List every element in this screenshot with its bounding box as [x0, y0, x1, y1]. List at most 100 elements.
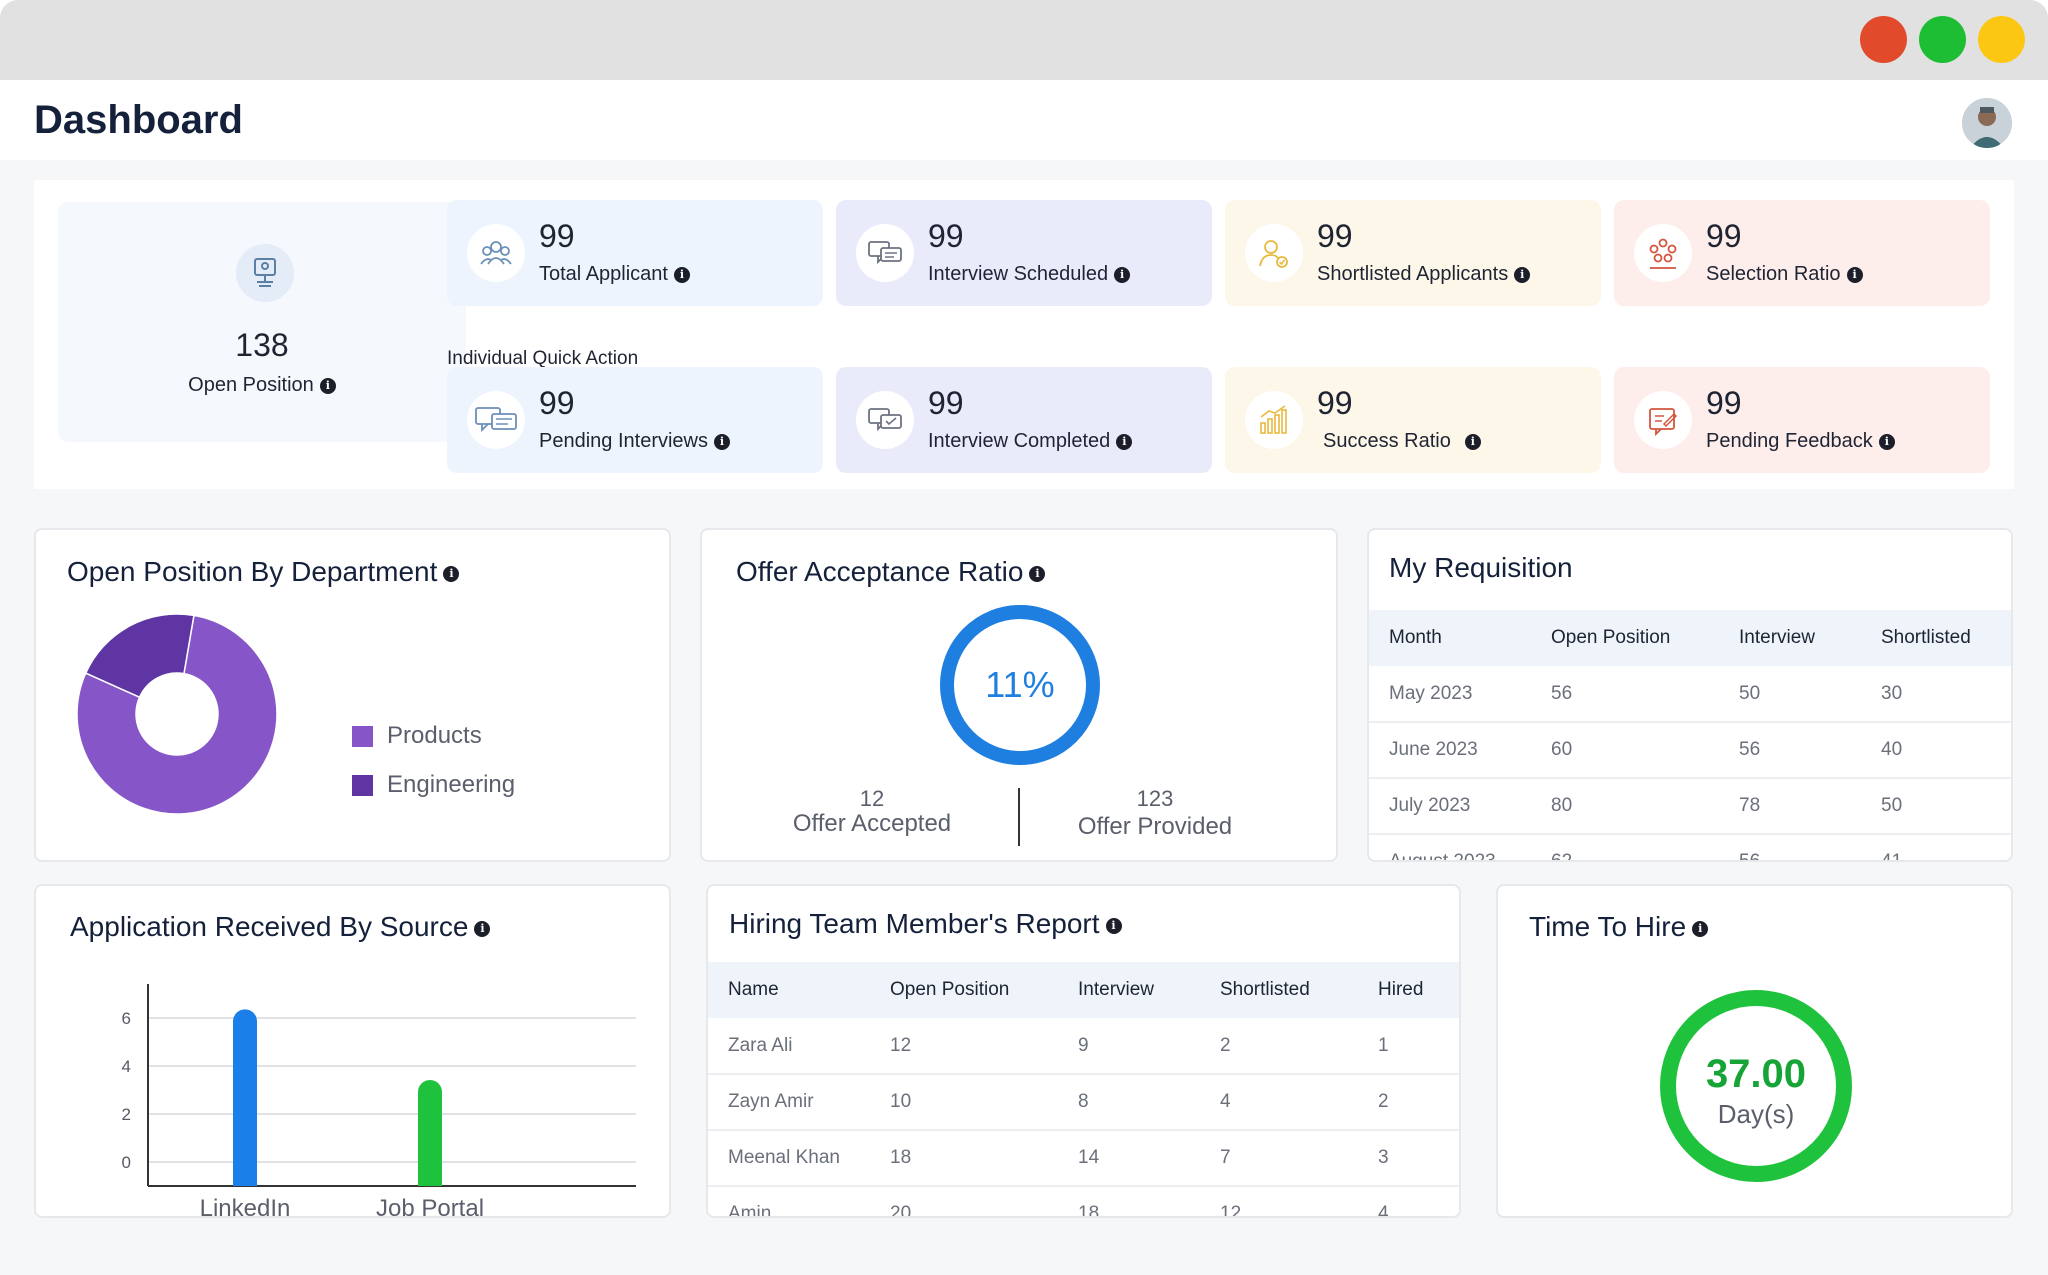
cell: Zayn Amir	[708, 1074, 870, 1131]
table-row[interactable]: Zara Ali 12 9 2 1	[708, 1018, 1459, 1075]
time-to-hire-unit: Day(s)	[1718, 1099, 1795, 1129]
stat-card-interview-completed[interactable]: 99 Interview Completed i	[836, 367, 1212, 473]
source-card: Application Received By Source i 6 4 2 0 Link…	[34, 884, 671, 1218]
department-donut-chart	[76, 613, 278, 815]
table-row[interactable]: Amin 20 18 12 4	[708, 1186, 1459, 1216]
stat-value: 99	[1706, 218, 1742, 254]
ring-inner	[1678, 1008, 1834, 1164]
pie-slice-products[interactable]	[76, 614, 278, 815]
table-row[interactable]: May 2023 56 50 30	[1369, 666, 2011, 723]
info-icon[interactable]: i	[1029, 565, 1046, 582]
info-icon[interactable]: i	[1105, 917, 1122, 934]
stat-card-pending-feedback[interactable]: 99 Pending Feedback i	[1614, 367, 1990, 473]
card-title: Hiring Team Member's Report	[729, 908, 1100, 939]
info-icon[interactable]: i	[1116, 433, 1133, 450]
offer-title-row: Offer Acceptance Ratio i	[736, 556, 1046, 588]
cell: 7	[1200, 1130, 1358, 1187]
stat-value: 99	[539, 218, 575, 254]
info-icon[interactable]: i	[1846, 266, 1863, 283]
user-avatar[interactable]	[1962, 98, 2012, 148]
cell: 20	[870, 1186, 1058, 1216]
info-icon[interactable]: i	[1114, 266, 1131, 283]
offer-percent: 11%	[985, 664, 1054, 705]
stat-label: Pending Feedback	[1706, 430, 1873, 452]
table-row[interactable]: Meenal Khan 18 14 7 3	[708, 1130, 1459, 1187]
cell: 14	[1058, 1130, 1200, 1187]
maximize-window-button[interactable]	[1919, 16, 1966, 63]
info-icon[interactable]: i	[443, 565, 460, 582]
stat-label: Interview Scheduled	[928, 263, 1109, 285]
table-row[interactable]: August 2023 62 56 41	[1369, 834, 2011, 860]
info-icon[interactable]: i	[1464, 433, 1481, 450]
column-header[interactable]: Open Position	[870, 962, 1058, 1018]
ring-outer	[1660, 990, 1852, 1182]
column-header[interactable]: Name	[708, 962, 870, 1018]
cell: 18	[1058, 1186, 1200, 1216]
stat-label-row: Selection Ratio i	[1706, 263, 1863, 286]
bar-job-portal[interactable]	[418, 1080, 442, 1186]
table-row[interactable]: July 2023 80 78 50	[1369, 778, 2011, 835]
bar-linkedin[interactable]	[233, 1009, 257, 1186]
column-header[interactable]: Hired	[1358, 962, 1459, 1018]
cell: Amin	[708, 1186, 870, 1216]
stat-value: 99	[928, 385, 964, 421]
cell: 50	[1719, 666, 1861, 723]
info-icon[interactable]: i	[474, 920, 491, 937]
stat-card-interview-scheduled[interactable]: 99 Interview Scheduled i	[836, 200, 1212, 306]
offer-provided-label: Offer Provided	[1077, 813, 1233, 840]
close-window-button[interactable]	[1860, 16, 1907, 63]
source-bar-chart: 6 4 2 0 LinkedIn Job Portal	[122, 984, 636, 1216]
column-header[interactable]: Interview	[1719, 610, 1861, 666]
bar-base	[233, 1172, 257, 1186]
stat-card-success-ratio[interactable]: 99 Success Ratio i	[1225, 367, 1601, 473]
info-icon[interactable]: i	[673, 266, 690, 283]
info-icon[interactable]: i	[1692, 920, 1709, 937]
cell: May 2023	[1369, 666, 1531, 723]
offer-ring-chart: 11%	[940, 605, 1100, 765]
window-titlebar	[0, 0, 2048, 80]
legend-item-products: Products	[352, 722, 482, 750]
stat-card-pending-interviews[interactable]: 99 Pending Interviews i	[447, 367, 823, 473]
chat-icon	[467, 391, 525, 449]
cell: 3	[1358, 1130, 1459, 1187]
cell: 1	[1358, 1018, 1459, 1075]
y-tick-label: 6	[122, 1009, 131, 1028]
legend-label: Products	[387, 722, 482, 749]
stat-label: Total Applicant	[539, 263, 668, 285]
requisition-table: Month Open Position Interview Shortliste…	[1369, 610, 2011, 860]
cell: 4	[1200, 1074, 1358, 1131]
info-icon[interactable]: i	[1514, 266, 1531, 283]
stat-card-selection-ratio[interactable]: 99 Selection Ratio i	[1614, 200, 1990, 306]
table-row[interactable]: June 2023 60 56 40	[1369, 722, 2011, 779]
legend-swatch	[352, 725, 373, 747]
info-icon[interactable]: i	[1878, 433, 1895, 450]
column-header[interactable]: Month	[1369, 610, 1531, 666]
stat-value: 99	[928, 218, 964, 254]
stats-panel: 138 Open Position i 99 Total Applicant i 9…	[34, 180, 2014, 489]
column-header[interactable]: Open Position	[1531, 610, 1719, 666]
x-tick-label: Job Portal	[376, 1195, 484, 1216]
stat-card-shortlisted-applicants[interactable]: 99 Shortlisted Applicants i	[1225, 200, 1601, 306]
info-icon[interactable]: i	[319, 377, 336, 394]
cell: 40	[1861, 722, 2011, 779]
cell: 56	[1719, 722, 1861, 779]
table-row[interactable]: Zayn Amir 10 8 4 2	[708, 1074, 1459, 1131]
cell: 62	[1531, 834, 1719, 860]
stat-value: 99	[1317, 218, 1353, 254]
stat-label-row: Shortlisted Applicants i	[1317, 263, 1531, 286]
column-header[interactable]: Shortlisted	[1861, 610, 2011, 666]
column-header[interactable]: Interview	[1058, 962, 1200, 1018]
cell: 18	[870, 1130, 1058, 1187]
cell: 2	[1200, 1018, 1358, 1075]
chat-icon	[856, 391, 914, 449]
open-position-card[interactable]: 138 Open Position i	[58, 202, 466, 442]
stat-label-row: Interview Completed i	[928, 430, 1133, 453]
info-icon[interactable]: i	[713, 433, 730, 450]
column-header[interactable]: Shortlisted	[1200, 962, 1358, 1018]
pie-slice-engineering[interactable]	[84, 613, 195, 699]
minimize-window-button[interactable]	[1978, 16, 2025, 63]
time-title-row: Time To Hire i	[1529, 911, 1709, 943]
cell: Zara Ali	[708, 1018, 870, 1075]
offer-divider	[1018, 788, 1020, 846]
stat-card-total-applicant[interactable]: 99 Total Applicant i	[447, 200, 823, 306]
